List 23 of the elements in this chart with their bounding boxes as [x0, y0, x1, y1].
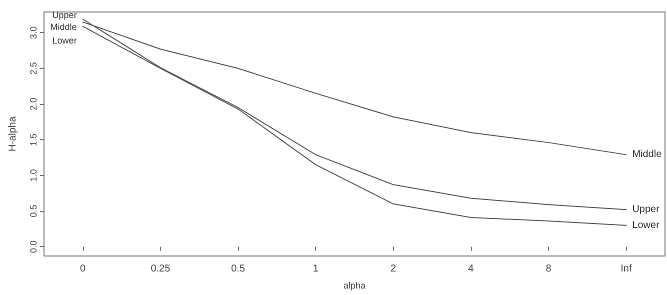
x-tick-label: 0.25: [150, 264, 171, 274]
x-tick-label: 0.5: [231, 264, 246, 274]
x-tick-label: 8: [546, 264, 552, 274]
x-tick-label: Inf: [620, 264, 632, 274]
series-label: Upper: [632, 204, 660, 216]
y-tick-label: 2.0: [28, 98, 38, 110]
x-tick-label: 2: [390, 264, 397, 274]
x-axis-title: alpha: [343, 280, 366, 290]
series-label: Lower: [632, 220, 660, 231]
y-tick-label: 0.0: [28, 240, 38, 253]
text: Lower: [52, 35, 77, 46]
x-tick-label: 0: [80, 264, 86, 274]
y-tick-label: 1.5: [28, 133, 38, 146]
y-tick-label: 0.5: [28, 204, 38, 218]
series-label: Middle: [50, 22, 77, 32]
text: Middle: [632, 149, 662, 160]
y-tick-label: 1.0: [28, 169, 38, 182]
text: Upper: [52, 10, 77, 20]
y-tick-label: 3.0: [28, 26, 38, 39]
x-tick-label: 4: [468, 264, 474, 274]
y-tick-label: 2.5: [28, 62, 38, 75]
y-axis-title: H-alpha: [8, 116, 18, 152]
x-tick-label: 1: [312, 264, 319, 274]
